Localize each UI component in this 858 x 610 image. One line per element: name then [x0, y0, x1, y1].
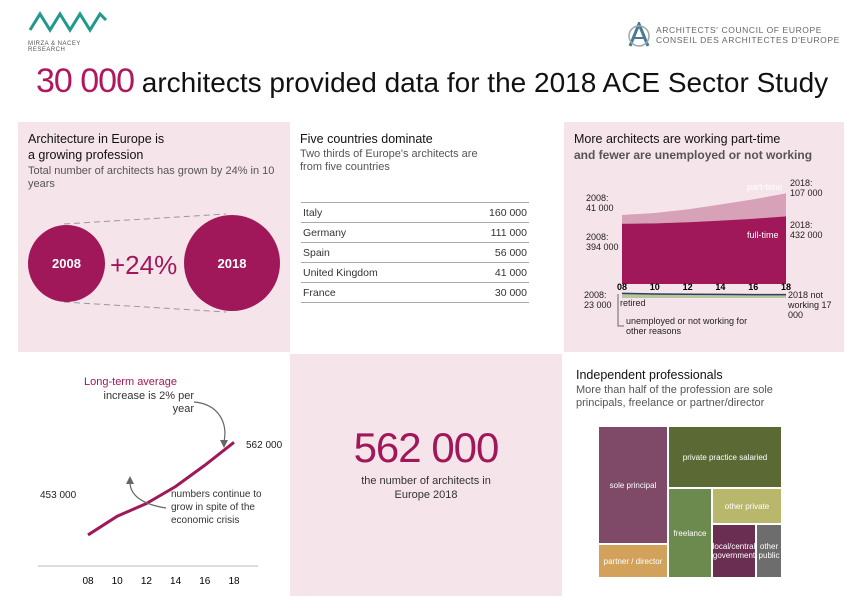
trend-note: numbers continue to grow in spite of the…	[171, 489, 262, 526]
fulltime-area	[622, 216, 786, 284]
parttime-panel: More architects are working part-time an…	[564, 122, 844, 352]
ace-logo-line2: CONSEIL DES ARCHITECTES D'EUROPE	[656, 35, 840, 45]
country-row: Germany 111 000	[301, 222, 529, 243]
trend-x-tick: 10	[112, 576, 124, 587]
parttime-area	[622, 193, 786, 224]
mirza-nacey-logo: MIRZA & NACEY RESEARCH	[28, 8, 118, 53]
annotation-arrow-bottom	[129, 481, 167, 509]
label-retired: retired	[620, 298, 646, 308]
parttime-x-tick: 12	[683, 282, 693, 292]
countries-panel: Five countries dominate Two thirds of Eu…	[290, 122, 562, 352]
parttime-title: More architects are working part-time	[574, 132, 781, 146]
country-name: Italy	[301, 202, 450, 223]
headline: 30 000 architects provided data for the …	[36, 62, 828, 101]
trend-x-tick: 14	[170, 576, 182, 587]
treemap-cell: partner / director	[598, 544, 668, 578]
country-row: United Kingdom 41 000	[301, 262, 529, 283]
country-row: Italy 160 000	[301, 202, 529, 223]
label-unemployed: unemployed or not working for other reas…	[626, 316, 748, 336]
treemap-cell: private practice salaried	[668, 426, 782, 488]
circle-2008: 2008	[28, 225, 105, 302]
ann-ft-2018: 2018: 432 000	[790, 220, 823, 240]
treemap-cell: freelance	[668, 488, 712, 578]
mirza-nacey-logo-text: MIRZA & NACEY RESEARCH	[28, 41, 81, 53]
independent-panel: Independent professionals More than half…	[564, 354, 844, 596]
growth-connector	[63, 213, 227, 313]
countries-title: Five countries dominate	[300, 132, 433, 146]
ace-logo-line1: ARCHITECTS' COUNCIL OF EUROPE	[656, 25, 823, 35]
ann-pt-2018: 2018: 107 000	[790, 178, 823, 198]
parttime-x-tick: 08	[617, 282, 627, 292]
trend-annotation-title: Long-term average	[84, 376, 177, 388]
label-fulltime: full-time	[747, 230, 779, 240]
independent-subtitle: More than half of the profession are sol…	[576, 384, 773, 409]
parttime-chart: 08 10 12 14 16 18	[617, 193, 791, 327]
country-value: 160 000	[449, 202, 529, 223]
trend-x-tick: 16	[199, 576, 211, 587]
ace-logo: ARCHITECTS' COUNCIL OF EUROPE CONSEIL DE…	[626, 22, 846, 48]
treemap-cell: other public	[756, 524, 782, 578]
growth-title-2: a growing profession	[28, 148, 144, 162]
trend-line	[87, 441, 235, 537]
country-name: Germany	[301, 222, 450, 243]
ace-logo-icon	[628, 22, 650, 47]
trend-x-tick: 18	[228, 576, 240, 587]
independent-title: Independent professionals	[576, 368, 723, 382]
ann-ft-2008: 2008: 394 000	[586, 232, 619, 252]
country-value: 30 000	[449, 282, 529, 303]
total-number: 562 000	[353, 424, 500, 471]
trend-end-label: 562 000	[246, 440, 283, 451]
ann-un-2018: 2018 not working 17 000	[788, 290, 832, 320]
trend-start-label: 453 000	[40, 490, 77, 501]
country-value: 41 000	[449, 262, 529, 283]
trend-annotation-body: increase is 2% per year	[103, 390, 195, 415]
treemap-cell: sole principal	[598, 426, 668, 544]
circle-2018: 2018	[184, 215, 280, 311]
trend-x-tick: 12	[141, 576, 153, 587]
circle-2008-label: 2008	[52, 256, 81, 271]
country-row: France 30 000	[301, 282, 529, 303]
unemployed-line	[621, 292, 786, 296]
country-value: 56 000	[449, 242, 529, 263]
annotation-arrow-top	[193, 401, 226, 443]
parttime-x-tick: 18	[781, 282, 791, 292]
annotation-arrowhead-bottom	[126, 476, 134, 484]
treemap: sole principal partner / director private …	[598, 426, 782, 578]
headline-number: 30 000	[36, 62, 135, 100]
ann-un-2008: 2008: 23 000	[584, 290, 612, 310]
country-name: France	[301, 282, 450, 303]
parttime-x-tick: 16	[748, 282, 758, 292]
trend-panel: Long-term average increase is 2% per yea…	[18, 354, 290, 596]
growth-change: +24%	[110, 250, 178, 280]
parttime-subtitle: and fewer are unemployed or not working	[574, 148, 813, 162]
ann-pt-2008: 2008: 41 000	[586, 193, 614, 213]
country-row: Spain 56 000	[301, 242, 529, 263]
mirza-nacey-logo-icon	[28, 11, 108, 33]
treemap-cell: local/central government	[712, 524, 756, 578]
countries-subtitle: Two thirds of Europe's architects are fr…	[300, 148, 478, 173]
growth-subtitle: Total number of architects has grown by …	[28, 165, 275, 190]
parttime-x-tick: 10	[650, 282, 660, 292]
parttime-x-tick: 14	[715, 282, 725, 292]
unemployed-bracket	[617, 294, 624, 327]
circle-2018-label: 2018	[217, 255, 247, 271]
label-parttime: part-time	[747, 182, 783, 192]
country-value: 111 000	[449, 222, 529, 243]
countries-table: Italy 160 000 Germany 111 000 Spain 56 000 Uni…	[301, 202, 529, 303]
total-caption: the number of architects in Europe 2018	[361, 475, 491, 501]
growth-panel: Architecture in Europe is a growing prof…	[18, 122, 290, 352]
treemap-cell: other private	[712, 488, 782, 524]
growth-title-1: Architecture in Europe is	[28, 132, 165, 146]
country-name: United Kingdom	[301, 262, 450, 283]
total-panel: 562 000 the number of architects in Euro…	[290, 354, 562, 596]
headline-text: architects provided data for the 2018 AC…	[141, 67, 829, 98]
trend-chart: 08 10 12 14 16 18	[38, 401, 258, 587]
country-name: Spain	[301, 242, 450, 263]
trend-x-tick: 08	[82, 576, 94, 587]
annotation-arrowhead-top	[220, 440, 228, 448]
